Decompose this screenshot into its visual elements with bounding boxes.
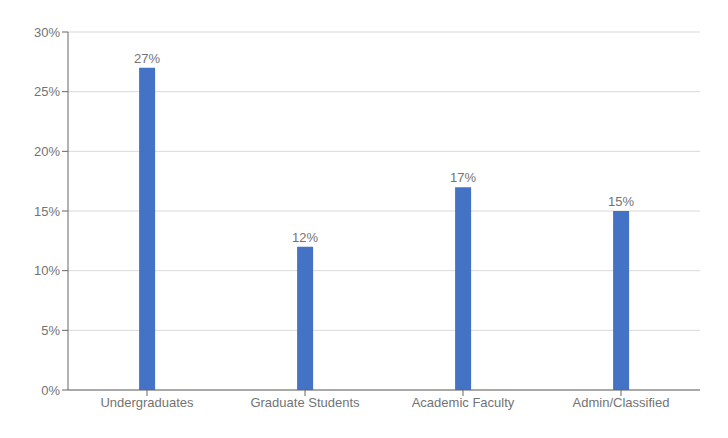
svg-text:27%: 27% [134, 51, 160, 66]
svg-text:5%: 5% [41, 323, 60, 338]
svg-text:15%: 15% [34, 204, 60, 219]
svg-text:Academic Faculty: Academic Faculty [412, 395, 515, 410]
svg-text:25%: 25% [34, 84, 60, 99]
svg-text:17%: 17% [450, 170, 476, 185]
svg-text:0%: 0% [41, 383, 60, 398]
svg-text:20%: 20% [34, 144, 60, 159]
svg-text:Graduate Students: Graduate Students [250, 395, 360, 410]
svg-text:Undergraduates: Undergraduates [100, 395, 194, 410]
svg-text:10%: 10% [34, 263, 60, 278]
svg-text:15%: 15% [608, 194, 634, 209]
svg-text:30%: 30% [34, 25, 60, 40]
svg-text:12%: 12% [292, 230, 318, 245]
svg-text:Admin/Classified: Admin/Classified [573, 395, 670, 410]
